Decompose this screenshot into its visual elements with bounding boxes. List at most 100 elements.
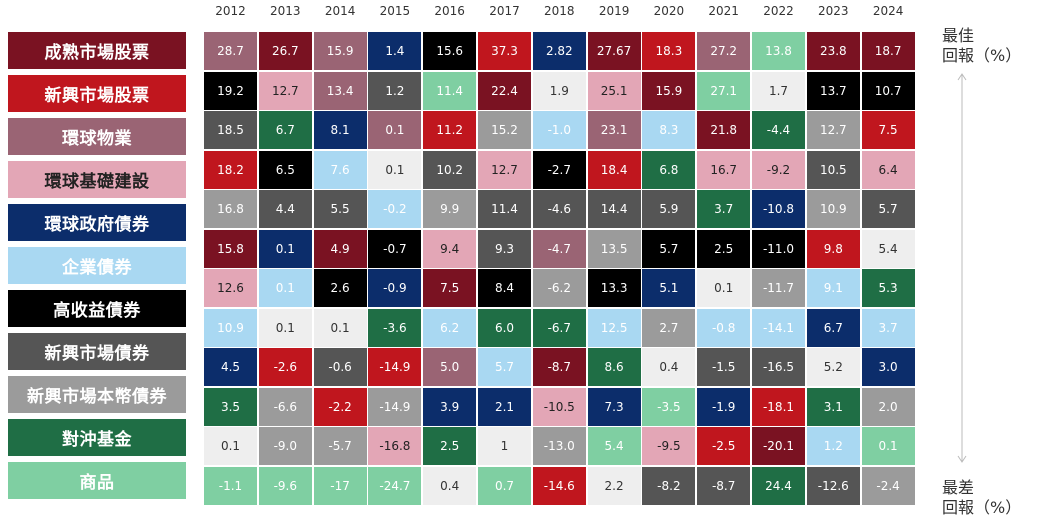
return-cell: 12.7 [806, 111, 860, 149]
return-cell: -18.1 [752, 387, 805, 426]
year-label: 2017 [489, 4, 520, 18]
return-cell: 1.4 [368, 32, 422, 70]
return-cell: 5.3 [861, 269, 915, 307]
legend-item: 新興市場股票 [8, 75, 186, 112]
return-cell: 2.5 [423, 427, 477, 465]
worst-return-label: 最差 回報（%） [942, 478, 1032, 518]
ranking-arrow-icon [957, 73, 967, 463]
return-cell: 1.7 [752, 71, 805, 110]
return-cell: 10.7 [861, 71, 915, 110]
return-cell: -1.5 [697, 348, 751, 386]
return-cell: 6.5 [258, 150, 312, 189]
worst-return-label-line1: 最差 [942, 478, 975, 497]
return-cell: 22.4 [478, 71, 531, 110]
return-cell: 16.8 [204, 190, 257, 228]
legend-item: 新興市場本幣債券 [8, 376, 186, 413]
legend-item: 環球物業 [8, 118, 186, 155]
return-cell: 0.1 [313, 308, 367, 347]
return-cell: -14.1 [752, 308, 805, 347]
return-cell: -10.5 [532, 387, 586, 426]
legend-item: 企業債券 [8, 247, 186, 284]
return-cell: 3.7 [697, 190, 751, 228]
return-cell: -1.9 [697, 387, 751, 426]
return-cell: 13.5 [587, 229, 641, 268]
return-cell: 9.8 [806, 229, 860, 268]
return-cell: 3.0 [861, 348, 915, 386]
returns-grid: 28.7 19.2 18.5 18.2 16.8 15.8 12.6 10.9 4.5 3.5 0.… [204, 32, 916, 506]
return-cell: 5.7 [861, 190, 915, 228]
return-cell: 0.7 [478, 466, 531, 505]
year-label: 2023 [818, 4, 849, 18]
return-cell: 1.9 [532, 71, 586, 110]
return-cell: 21.8 [697, 111, 751, 149]
year-label: 2022 [763, 4, 794, 18]
return-cell: 18.7 [861, 32, 915, 70]
return-cell: 23.8 [806, 32, 860, 70]
return-cell: 0.1 [204, 427, 257, 465]
return-cell: 13.7 [806, 71, 860, 110]
return-cell: 15.2 [478, 111, 531, 149]
return-cell: 5.0 [423, 348, 477, 386]
return-cell: 12.7 [478, 150, 531, 189]
return-cell: 0.4 [423, 466, 477, 505]
return-cell: 27.67 [587, 32, 641, 70]
return-cell: -0.2 [368, 190, 422, 228]
return-cell: 10.2 [423, 150, 477, 189]
return-cell: 18.3 [642, 32, 696, 70]
return-cell: 13.8 [752, 32, 805, 70]
return-cell: 2.82 [532, 32, 586, 70]
return-cell: 3.5 [204, 387, 257, 426]
return-cell: 8.4 [478, 269, 531, 307]
return-cell: 18.4 [587, 150, 641, 189]
return-cell: 15.9 [642, 71, 696, 110]
return-cell: -6.2 [532, 269, 586, 307]
return-cell: 0.1 [368, 111, 422, 149]
return-cell: 5.1 [642, 269, 696, 307]
return-cell: 10.9 [204, 308, 257, 347]
return-cell: 7.6 [313, 150, 367, 189]
return-cell: -14.9 [368, 387, 422, 426]
year-label: 2015 [379, 4, 411, 18]
return-cell: -24.7 [368, 466, 422, 505]
return-cell: 2.6 [313, 269, 367, 307]
legend-item: 高收益債券 [8, 290, 186, 327]
return-cell: 2.7 [642, 308, 696, 347]
return-cell: 11.2 [423, 111, 477, 149]
return-cell: 18.2 [204, 150, 257, 189]
return-cell: 5.5 [313, 190, 367, 228]
return-cell: -4.7 [532, 229, 586, 268]
return-cell: 23.1 [587, 111, 641, 149]
legend-item: 商品 [8, 462, 186, 499]
year-label: 2012 [215, 4, 246, 18]
return-cell: -2.2 [313, 387, 367, 426]
return-cell: 9.9 [423, 190, 477, 228]
return-cell: 5.7 [642, 229, 696, 268]
year-label: 2024 [872, 4, 904, 18]
return-cell: -6.7 [532, 308, 586, 347]
return-cell: 16.7 [697, 150, 751, 189]
return-cell: 0.1 [368, 150, 422, 189]
year-label: 2021 [708, 4, 739, 18]
legend-item: 成熟市場股票 [8, 32, 186, 69]
legend-item: 對沖基金 [8, 419, 186, 456]
return-cell: -2.5 [697, 427, 751, 465]
return-cell: 6.8 [642, 150, 696, 189]
return-cell: -6.6 [258, 387, 312, 426]
legend-item: 環球基礎建設 [8, 161, 186, 198]
return-cell: 1 [478, 427, 531, 465]
legend-item: 環球政府債券 [8, 204, 186, 241]
return-cell: -0.9 [368, 269, 422, 307]
return-cell: 9.4 [423, 229, 477, 268]
return-cell: 7.3 [587, 387, 641, 426]
return-cell: 2.0 [861, 387, 915, 426]
return-cell: -4.6 [532, 190, 586, 228]
year-label: 2018 [544, 4, 575, 18]
return-cell: 4.4 [258, 190, 312, 228]
return-cell: 19.2 [204, 71, 257, 110]
return-cell: -8.2 [642, 466, 696, 505]
return-cell: -8.7 [697, 466, 751, 505]
return-cell: -17 [313, 466, 367, 505]
return-cell: 5.4 [587, 427, 641, 465]
return-cell: 1.2 [806, 427, 860, 465]
return-cell: 5.2 [806, 348, 860, 386]
